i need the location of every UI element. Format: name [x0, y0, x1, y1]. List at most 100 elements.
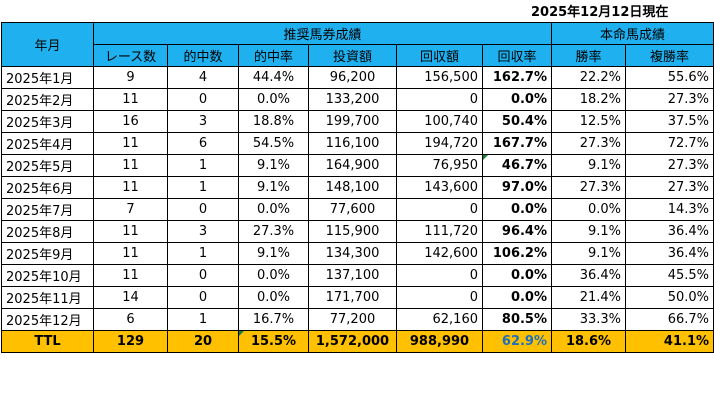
- invest-cell: 115,900: [308, 220, 397, 243]
- invest-cell: 134,300: [308, 242, 397, 265]
- month-cell: 2025年11月: [1, 286, 94, 309]
- hit-rate-cell: 9.1%: [238, 154, 309, 177]
- invest-cell: 199,700: [308, 110, 397, 133]
- invest-cell: 77,600: [308, 198, 397, 221]
- return-rate-cell: 0.0%: [481, 198, 553, 221]
- races-cell: 14: [93, 286, 168, 309]
- header-group-recommended: 推奨馬券成績: [92, 22, 553, 45]
- header-hit-rate: 的中率: [238, 44, 309, 67]
- hit-rate-cell: 0.0%: [238, 264, 309, 287]
- races-cell: 16: [93, 110, 168, 133]
- place-rate-cell: 27.3%: [625, 88, 714, 111]
- return-rate-cell: 50.4%: [481, 110, 553, 133]
- place-rate-cell: 50.0%: [625, 286, 714, 309]
- total-hits: 20: [167, 330, 239, 353]
- win-rate-cell: 27.3%: [551, 132, 627, 155]
- table-row: 2025年12月 6 1 16.7% 77,200 62,160 80.5% 33.3% 66.…: [1, 308, 714, 331]
- header-return: 回収額: [396, 44, 483, 67]
- place-rate-cell: 37.5%: [625, 110, 714, 133]
- hits-cell: 4: [167, 66, 239, 89]
- races-cell: 11: [93, 154, 168, 177]
- hit-rate-cell: 44.4%: [238, 66, 309, 89]
- hit-rate-cell: 0.0%: [238, 198, 309, 221]
- header-return-rate: 回収率: [481, 44, 553, 67]
- place-rate-cell: 36.4%: [625, 220, 714, 243]
- win-rate-cell: 12.5%: [551, 110, 627, 133]
- month-cell: 2025年2月: [1, 88, 94, 111]
- hits-cell: 1: [167, 242, 239, 265]
- invest-cell: 137,100: [308, 264, 397, 287]
- header-month: 年月: [1, 22, 94, 67]
- total-return: 988,990: [396, 330, 483, 353]
- header-row-groups: 年月 推奨馬券成績 本命馬成績: [1, 22, 714, 67]
- return-cell: 0: [396, 286, 483, 309]
- month-cell: 2025年7月: [1, 198, 94, 221]
- header-place-rate: 複勝率: [625, 44, 714, 67]
- place-rate-cell: 55.6%: [625, 66, 714, 89]
- win-rate-cell: 22.2%: [551, 66, 627, 89]
- return-rate-cell: 96.4%: [481, 220, 553, 243]
- win-rate-cell: 21.4%: [551, 286, 627, 309]
- month-cell: 2025年8月: [1, 220, 94, 243]
- return-rate-cell: 167.7%: [481, 132, 553, 155]
- return-cell: 0: [396, 264, 483, 287]
- hit-rate-cell: 54.5%: [238, 132, 309, 155]
- hits-cell: 0: [167, 88, 239, 111]
- invest-cell: 148,100: [308, 176, 397, 199]
- invest-cell: 77,200: [308, 308, 397, 331]
- hit-rate-cell: 9.1%: [238, 176, 309, 199]
- header-races: レース数: [93, 44, 168, 67]
- races-cell: 11: [93, 264, 168, 287]
- total-win-rate: 18.6%: [551, 330, 627, 353]
- hits-cell: 1: [167, 154, 239, 177]
- total-hit-rate: 15.5%: [238, 330, 309, 353]
- month-cell: 2025年12月: [1, 308, 94, 331]
- invest-cell: 171,700: [308, 286, 397, 309]
- return-cell: 194,720: [396, 132, 483, 155]
- races-cell: 11: [93, 242, 168, 265]
- total-races: 129: [93, 330, 168, 353]
- return-rate-cell: 0.0%: [481, 88, 553, 111]
- return-cell: 111,720: [396, 220, 483, 243]
- header-group-favorite: 本命馬成績: [551, 22, 714, 45]
- table-row: 2025年7月 7 0 0.0% 77,600 0 0.0% 0.0% 14.3%: [1, 198, 714, 221]
- place-rate-cell: 66.7%: [625, 308, 714, 331]
- hits-cell: 3: [167, 220, 239, 243]
- month-cell: 2025年4月: [1, 132, 94, 155]
- return-rate-cell: 80.5%: [481, 308, 553, 331]
- table-row: 2025年4月 11 6 54.5% 116,100 194,720 167.7% 27.3%…: [1, 132, 714, 155]
- races-cell: 11: [93, 132, 168, 155]
- total-place-rate: 41.1%: [625, 330, 714, 353]
- win-rate-cell: 36.4%: [551, 264, 627, 287]
- win-rate-cell: 9.1%: [551, 220, 627, 243]
- hit-rate-cell: 27.3%: [238, 220, 309, 243]
- win-rate-cell: 9.1%: [551, 242, 627, 265]
- place-rate-cell: 27.3%: [625, 154, 714, 177]
- return-cell: 156,500: [396, 66, 483, 89]
- total-label: TTL: [1, 330, 94, 353]
- hit-rate-cell: 16.7%: [238, 308, 309, 331]
- races-cell: 11: [93, 88, 168, 111]
- table-row: 2025年10月 11 0 0.0% 137,100 0 0.0% 36.4% 45.5%: [1, 264, 714, 287]
- month-cell: 2025年1月: [1, 66, 94, 89]
- win-rate-cell: 9.1%: [551, 154, 627, 177]
- return-rate-cell: 97.0%: [481, 176, 553, 199]
- return-rate-cell: 106.2%: [481, 242, 553, 265]
- return-cell: 0: [396, 198, 483, 221]
- header-win-rate: 勝率: [551, 44, 627, 67]
- races-cell: 11: [93, 220, 168, 243]
- win-rate-cell: 27.3%: [551, 176, 627, 199]
- hits-cell: 0: [167, 286, 239, 309]
- table-row: 2025年3月 16 3 18.8% 199,700 100,740 50.4% 12.5% 3…: [1, 110, 714, 133]
- table-row: 2025年5月 11 1 9.1% 164,900 76,950 46.7% 9.1% 27.3…: [1, 154, 714, 177]
- races-cell: 6: [93, 308, 168, 331]
- races-cell: 11: [93, 176, 168, 199]
- races-cell: 9: [93, 66, 168, 89]
- header-row-columns: レース数 的中数 的中率 投資額 回収額 回収率 勝率 複勝率: [2, 44, 714, 67]
- return-rate-cell: 0.0%: [481, 264, 553, 287]
- hits-cell: 0: [167, 198, 239, 221]
- return-rate-cell: 162.7%: [481, 66, 553, 89]
- hits-cell: 1: [167, 308, 239, 331]
- place-rate-cell: 14.3%: [625, 198, 714, 221]
- invest-cell: 116,100: [308, 132, 397, 155]
